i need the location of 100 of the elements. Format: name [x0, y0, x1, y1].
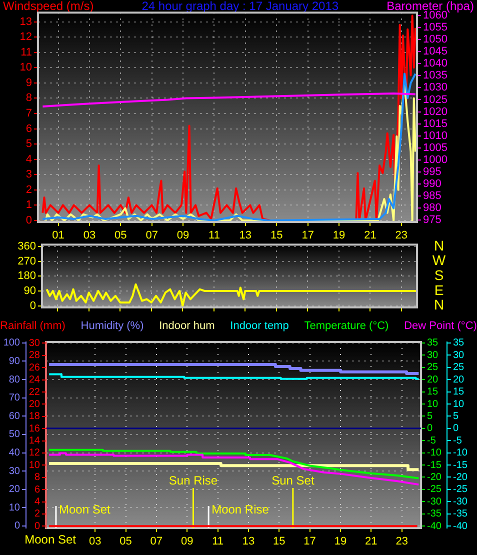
y2-tick-label: 25	[427, 362, 439, 374]
y-tick-label: 40	[8, 448, 20, 459]
x-tick-label: 07	[150, 536, 163, 548]
y-axis-title: Windspeed (m/s)	[3, 0, 94, 13]
y-tick-label: 5	[26, 138, 32, 150]
text: Indoor temp	[230, 320, 289, 333]
text: W	[432, 252, 446, 268]
y-tick-label: 60	[8, 410, 20, 422]
text: E	[434, 282, 444, 298]
y3-tick-label: 20	[453, 374, 465, 386]
x-tick-label: 13	[242, 536, 255, 548]
y-tick-label: 1	[26, 199, 32, 212]
y-tick-label: 6	[26, 122, 32, 135]
y2-tick-label: 1035	[423, 70, 448, 82]
y-tick-label: 180	[18, 270, 36, 282]
y2-tick-label: -30	[427, 496, 442, 508]
y-tick-label: 20	[28, 398, 40, 410]
y-tick-label: 13	[20, 16, 32, 28]
y-tick-label: 16	[28, 423, 40, 434]
x-tick-label: 07	[146, 230, 158, 242]
text: Temperature (°C)	[304, 320, 389, 333]
x-tick-label: 15	[270, 230, 283, 242]
x-tick-label: 23	[396, 536, 408, 548]
y3-tick-label: -5	[453, 435, 462, 446]
y3-tick-label: 10	[453, 398, 465, 410]
chart-title: 24 hour graph day : 17 January 2013	[142, 0, 339, 13]
x-tick-label: 23	[395, 230, 408, 242]
y2-tick-label: 985	[423, 190, 442, 202]
x-tick-label: 11	[212, 536, 224, 548]
y-tick-label: 0	[30, 300, 36, 312]
x-tick-label: 09	[176, 230, 190, 242]
ref-line-label: Sun Set	[272, 473, 315, 488]
y2-tick-label: -5	[427, 435, 436, 446]
y-tick-label: 8	[26, 92, 32, 104]
y3-tick-label: -40	[453, 520, 468, 532]
y2-tick-label: 1050	[423, 34, 448, 46]
y2-tick-label: 5	[427, 410, 433, 422]
y3-tick-label: -25	[453, 484, 468, 496]
y-tick-label: 100	[3, 338, 20, 349]
text: Indoor hum	[159, 320, 215, 333]
y-tick-label: 270	[18, 255, 36, 268]
x-tick-label: 19	[332, 230, 346, 242]
y-tick-label: 30	[8, 466, 20, 477]
x-tick-label: 03	[88, 536, 102, 548]
y-tick-label: 0	[14, 520, 20, 532]
y2-tick-label: 1000	[423, 154, 448, 166]
y2-tick-label: 1040	[423, 58, 448, 70]
y-tick-label: 12	[28, 448, 40, 459]
y2-tick-label: 0	[427, 423, 433, 434]
ref-line-label: Moon Rise	[212, 502, 270, 516]
y-tick-label: 11	[20, 46, 32, 58]
y2-tick-label: 1020	[423, 106, 448, 118]
y3-tick-label: -30	[453, 496, 468, 508]
y2-tick-label: 1025	[423, 94, 448, 106]
y3-tick-label: 15	[453, 386, 465, 398]
y2-tick-label: -35	[427, 508, 442, 520]
y-tick-label: 20	[8, 484, 20, 496]
y-tick-label: 2	[34, 508, 40, 520]
y2-tick-label: 1045	[423, 46, 448, 58]
y2-tick-label: 980	[423, 202, 442, 214]
y-tick-label: 28	[28, 350, 40, 362]
x-tick-label: 19	[334, 536, 347, 548]
y-tick-label: 3	[26, 168, 32, 181]
y3-tick-label: 35	[453, 338, 465, 349]
y3-tick-label: 0	[453, 423, 459, 434]
x-tick-label: 21	[365, 536, 378, 548]
y3-tick-label: 25	[453, 362, 465, 374]
text: Rainfall (mm)	[0, 320, 66, 333]
x-tick-label: 15	[273, 536, 286, 548]
text: Humidity (%)	[80, 320, 144, 333]
y-tick-label: 24	[28, 374, 40, 386]
y-tick-label: 30	[28, 338, 40, 349]
y-tick-label: 80	[8, 374, 20, 386]
y-tick-label: 6	[34, 484, 40, 496]
y2-tick-label: 1005	[423, 142, 448, 154]
y-tick-label: 0	[34, 520, 40, 532]
y2-tick-label: 1055	[423, 22, 448, 34]
text: Moon Set	[24, 532, 77, 546]
y-tick-label: 9	[26, 76, 32, 89]
text: N	[434, 237, 444, 254]
y-tick-label: 2	[26, 184, 32, 196]
x-tick-label: 13	[239, 230, 252, 242]
y-tick-label: 10	[8, 502, 20, 514]
y2-tick-label: -25	[427, 484, 442, 496]
x-tick-label: 17	[302, 230, 314, 242]
y2-tick-label: 35	[427, 338, 439, 349]
y-tick-label: 90	[8, 356, 20, 367]
y2-tick-label: -40	[427, 520, 442, 532]
x-tick-label: 01	[52, 230, 64, 242]
y2-tick-label: -10	[427, 448, 442, 459]
y3-tick-label: 5	[453, 410, 459, 422]
y-tick-label: 12	[20, 31, 32, 44]
y-tick-label: 4	[34, 496, 40, 508]
y2-tick-label: 10	[427, 398, 439, 410]
y3-tick-label: 30	[453, 350, 465, 361]
y2-tick-label: 1060	[423, 10, 448, 22]
y-tick-label: 7	[26, 108, 32, 120]
y3-tick-label: -10	[453, 448, 468, 459]
text: N	[434, 296, 444, 313]
y-tick-label: 70	[8, 392, 20, 404]
